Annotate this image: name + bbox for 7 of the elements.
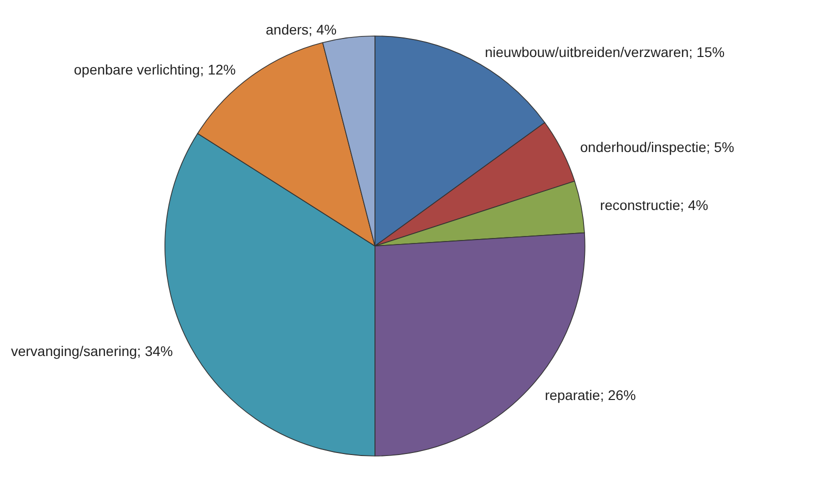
slice-label: nieuwbouw/uitbreiden/verzwaren; 15%: [484, 44, 725, 60]
slice-label: reconstructie; 4%: [600, 197, 708, 214]
slice-label: anders; 4%: [266, 22, 337, 38]
slice-label: vervanging/sanering; 34%: [10, 343, 173, 360]
slice-label: onderhoud/inspectie; 5%: [580, 139, 734, 156]
slice-label: reparatie; 26%: [544, 387, 636, 404]
slice-label: openbare verlichting; 12%: [74, 62, 236, 78]
